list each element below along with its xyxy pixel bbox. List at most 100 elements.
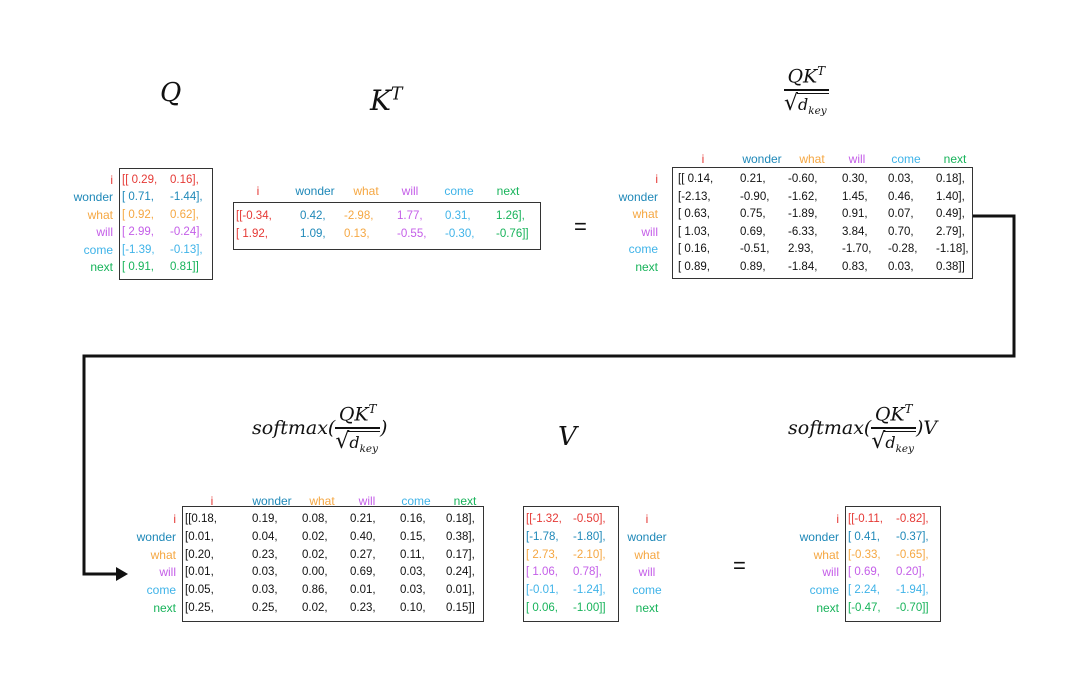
matrix-cell: 0.07, — [888, 208, 914, 220]
matrix-cell: -0.70]] — [896, 602, 929, 614]
softmax-close-v: )V — [915, 417, 938, 440]
matrix-cell: [[-0.11, — [848, 513, 883, 525]
row-label-will: will — [638, 565, 656, 580]
matrix-cell: 0.75, — [740, 208, 766, 220]
matrix-cell: -1.80], — [573, 530, 606, 543]
matrix-cell: [ 1.06, — [526, 566, 558, 579]
fraction-bar — [335, 427, 380, 429]
matrix-cell: [-0.47, — [848, 602, 881, 614]
col-label-come: come — [401, 494, 431, 508]
matrix-cell: 0.04, — [252, 530, 278, 543]
matrix-cell: 0.13, — [344, 227, 370, 240]
matrix-cell: 0.49], — [936, 208, 965, 220]
row-label-what: what — [632, 207, 658, 221]
row-label-will: will — [641, 224, 658, 239]
matrix-cell: [0.25, — [185, 602, 214, 614]
matrix-cell: [ 0.63, — [678, 208, 710, 220]
matrix-cell: [ 0.71, — [122, 191, 154, 204]
matrix-cell: -0.13], — [170, 243, 203, 256]
matrix-cell: -1.18], — [936, 243, 969, 255]
frac-num-sup: T — [368, 402, 377, 416]
v-title: V — [558, 422, 577, 452]
matrix-cell: -0.28, — [888, 243, 918, 255]
matrix-cell: [[-1.32, — [526, 513, 562, 525]
matrix-cell: -0.37], — [896, 530, 929, 543]
softmax-prefix: softmax( — [788, 417, 872, 440]
row-label-what: what — [813, 547, 839, 562]
frac-den-sub: key — [895, 442, 914, 455]
matrix-cell: -0.24], — [170, 226, 203, 239]
matrix-cell: -2.10], — [573, 548, 606, 561]
matrix-cell: 0.23, — [350, 602, 376, 614]
col-label-will: will — [848, 152, 866, 166]
matrix-cell: [ 0.89, — [678, 260, 710, 273]
matrix-cell: -0.90, — [740, 190, 770, 203]
matrix-cell: -1.62, — [788, 190, 818, 203]
q-title: Q — [160, 78, 182, 108]
kt-matrix-box — [233, 202, 541, 250]
frac-num: QK — [874, 403, 905, 426]
matrix-cell: -0.50], — [573, 513, 606, 525]
frac-den: d — [798, 94, 809, 114]
matrix-cell: -1.94], — [896, 584, 929, 597]
row-label-next: next — [816, 601, 839, 615]
col-label-wonder: wonder — [295, 184, 335, 198]
matrix-cell: 0.23, — [252, 548, 278, 561]
matrix-cell: [ 2.24, — [848, 584, 880, 597]
softmax-title: softmax( QKT √ dkey ) — [252, 402, 387, 455]
matrix-cell: 0.70, — [888, 225, 914, 238]
matrix-cell: [[0.18, — [185, 513, 217, 525]
row-label-come: come — [83, 242, 113, 257]
matrix-cell: 1.45, — [842, 190, 868, 203]
matrix-cell: 0.42, — [300, 210, 326, 222]
row-label-what: what — [87, 207, 113, 222]
matrix-cell: 0.15, — [400, 530, 426, 543]
matrix-cell: [-1.39, — [122, 243, 155, 256]
matrix-cell: 0.86, — [302, 584, 328, 597]
row-label-come: come — [632, 583, 662, 598]
matrix-cell: 0.21, — [740, 173, 766, 185]
col-label-i: i — [256, 184, 260, 198]
row-label-wonder: wonder — [618, 189, 658, 204]
matrix-cell: 0.81]] — [170, 261, 199, 273]
kt-title: KT — [370, 84, 403, 117]
matrix-cell: 0.25, — [252, 602, 278, 614]
matrix-cell: -0.60, — [788, 173, 818, 185]
matrix-cell: -0.30, — [445, 227, 475, 240]
matrix-cell: -1.84, — [788, 260, 818, 273]
scaled-scores-title: QKT √ dkey — [784, 64, 829, 117]
matrix-cell: -0.65], — [896, 548, 929, 561]
matrix-cell: 2.93, — [788, 243, 814, 255]
kt-title-sup: T — [390, 84, 403, 105]
matrix-cell: 0.03, — [252, 584, 278, 597]
matrix-cell: 0.16], — [170, 174, 199, 186]
matrix-cell: 1.40], — [936, 190, 965, 203]
output-title: softmax( QKT √ dkey )V — [788, 402, 937, 455]
matrix-cell: 0.00, — [302, 566, 328, 579]
matrix-cell: [ 0.91, — [122, 261, 154, 273]
col-label-wonder: wonder — [742, 152, 782, 166]
frac-num-sup: T — [817, 64, 826, 78]
row-label-i: i — [655, 172, 658, 186]
matrix-cell: 0.69, — [350, 566, 376, 579]
matrix-cell: -0.55, — [397, 227, 427, 240]
matrix-cell: -1.89, — [788, 208, 818, 220]
col-label-come: come — [444, 184, 474, 198]
frac-den: d — [349, 432, 360, 452]
col-label-what: what — [309, 494, 335, 508]
row-label-come: come — [809, 583, 839, 598]
col-label-i: i — [210, 494, 214, 508]
matrix-cell: [ 2.73, — [526, 548, 558, 561]
col-label-i: i — [701, 152, 705, 166]
matrix-cell: 0.03, — [400, 584, 426, 597]
matrix-cell: 0.69, — [740, 225, 766, 238]
matrix-cell: 0.83, — [842, 260, 868, 273]
matrix-cell: 0.03, — [252, 566, 278, 579]
matrix-cell: 0.08, — [302, 513, 328, 525]
row-label-i: i — [110, 173, 113, 187]
matrix-cell: 0.91, — [842, 208, 868, 220]
frac-num: QK — [787, 65, 818, 88]
col-label-what: what — [799, 152, 825, 166]
frac-num: QK — [338, 403, 369, 426]
matrix-cell: [ 2.99, — [122, 226, 154, 239]
